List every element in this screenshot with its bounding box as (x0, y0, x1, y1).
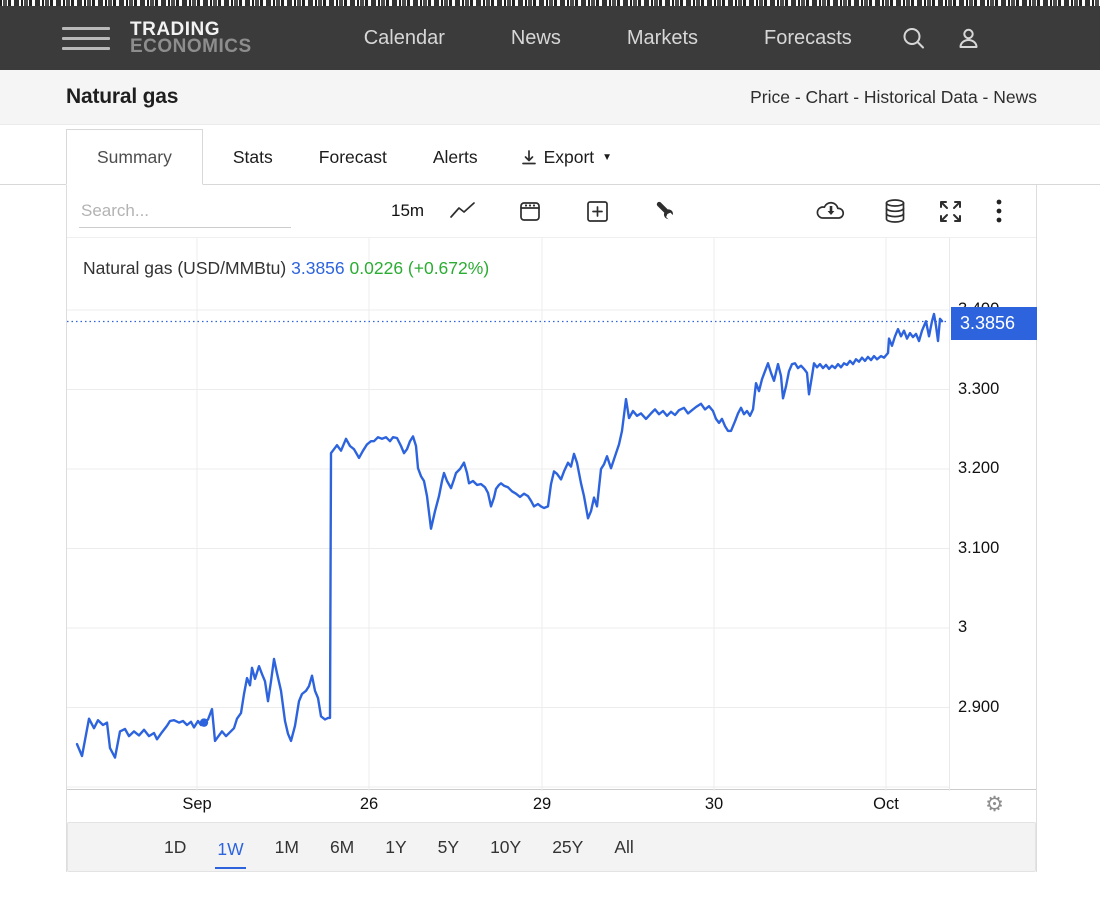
download-icon (521, 149, 536, 164)
tab-stats[interactable]: Stats (232, 147, 273, 167)
range-25y[interactable]: 25Y (552, 836, 584, 857)
site-logo[interactable]: TRADING ECONOMICS (130, 19, 252, 57)
last-price: 3.3856 (291, 258, 345, 278)
range-1w[interactable]: 1W (215, 835, 246, 869)
nav-item-markets[interactable]: Markets (626, 26, 698, 49)
export-button[interactable]: Export ▼ (510, 130, 622, 184)
kebab-menu-icon[interactable] (995, 185, 1003, 237)
y-tick-label: 3.300 (958, 379, 1000, 398)
line-style-icon[interactable] (449, 185, 477, 237)
nav-item-forecasts[interactable]: Forecasts (764, 26, 852, 49)
range-1y[interactable]: 1Y (385, 836, 407, 857)
y-tick-label: 3.100 (958, 538, 1000, 557)
search-input[interactable] (79, 197, 291, 228)
price-chart-plot[interactable] (67, 238, 949, 791)
price-change: 0.0226 (+0.672%) (349, 258, 490, 278)
tabs-row: Summary Stats Forecast Alerts Export ▼ (0, 125, 1100, 185)
current-price-tag: 3.3856 (951, 307, 1037, 341)
interval-button[interactable]: 15m (391, 201, 425, 220)
x-axis-labels: ⚙ Sep 26 29 30 Oct (67, 790, 1036, 822)
tools-icon[interactable] (651, 185, 675, 237)
export-label: Export (543, 147, 595, 167)
nav-menu: Calendar News Markets Forecasts (364, 27, 852, 50)
range-6m[interactable]: 6M (329, 836, 355, 857)
logo-line2: ECONOMICS (130, 36, 252, 57)
range-1m[interactable]: 1M (274, 836, 299, 857)
hamburger-icon[interactable] (62, 20, 110, 57)
y-tick-label: 2.900 (958, 697, 1000, 716)
tab-alerts[interactable]: Alerts (432, 147, 478, 167)
person-icon[interactable] (955, 25, 982, 52)
y-tick-label: 3 (958, 618, 968, 637)
tab-forecast[interactable]: Forecast (318, 147, 387, 167)
nav-item-calendar[interactable]: Calendar (363, 26, 445, 49)
range-all[interactable]: All (614, 836, 634, 857)
gear-icon[interactable]: ⚙ (985, 793, 1004, 816)
main-navbar: TRADING ECONOMICS Calendar News Markets For… (0, 6, 1100, 70)
x-tick-label: 29 (532, 795, 552, 813)
range-1d[interactable]: 1D (164, 836, 187, 857)
x-tick-label: Sep (182, 795, 212, 813)
search-icon[interactable] (900, 25, 927, 52)
database-icon[interactable] (883, 185, 907, 237)
breadcrumb-links[interactable]: Price - Chart - Historical Data - News (750, 86, 1037, 107)
nav-item-news[interactable]: News (510, 26, 561, 49)
x-tick-label: 30 (704, 795, 724, 813)
chart-panel: 15m (66, 185, 1037, 872)
range-selector: 1D 1W 1M 6M 1Y 5Y 10Y 25Y All (67, 822, 1036, 872)
range-5y[interactable]: 5Y (437, 836, 460, 857)
calendar-icon[interactable] (517, 185, 543, 237)
tab-summary[interactable]: Summary (66, 129, 203, 185)
page-header: Natural gas Price - Chart - Historical D… (0, 70, 1100, 125)
range-10y[interactable]: 10Y (490, 836, 522, 857)
chart-area: Natural gas (USD/MMBtu) 3.3856 0.0226 (+… (67, 237, 1037, 791)
add-indicator-icon[interactable] (585, 185, 610, 237)
cloud-download-icon[interactable] (814, 185, 848, 237)
chart-toolbar: 15m (67, 185, 1036, 237)
chevron-down-icon: ▼ (602, 152, 613, 163)
x-tick-label: Oct (873, 795, 899, 813)
top-ticker-strip (0, 0, 1100, 6)
series-name: Natural gas (USD/MMBtu) (83, 258, 287, 278)
page-title: Natural gas (66, 85, 179, 108)
fullscreen-icon[interactable] (937, 185, 964, 237)
logo-line1: TRADING (130, 19, 221, 40)
chart-legend: Natural gas (USD/MMBtu) 3.3856 0.0226 (+… (83, 258, 489, 279)
y-tick-label: 3.200 (958, 459, 1000, 478)
x-tick-label: 26 (359, 795, 379, 813)
